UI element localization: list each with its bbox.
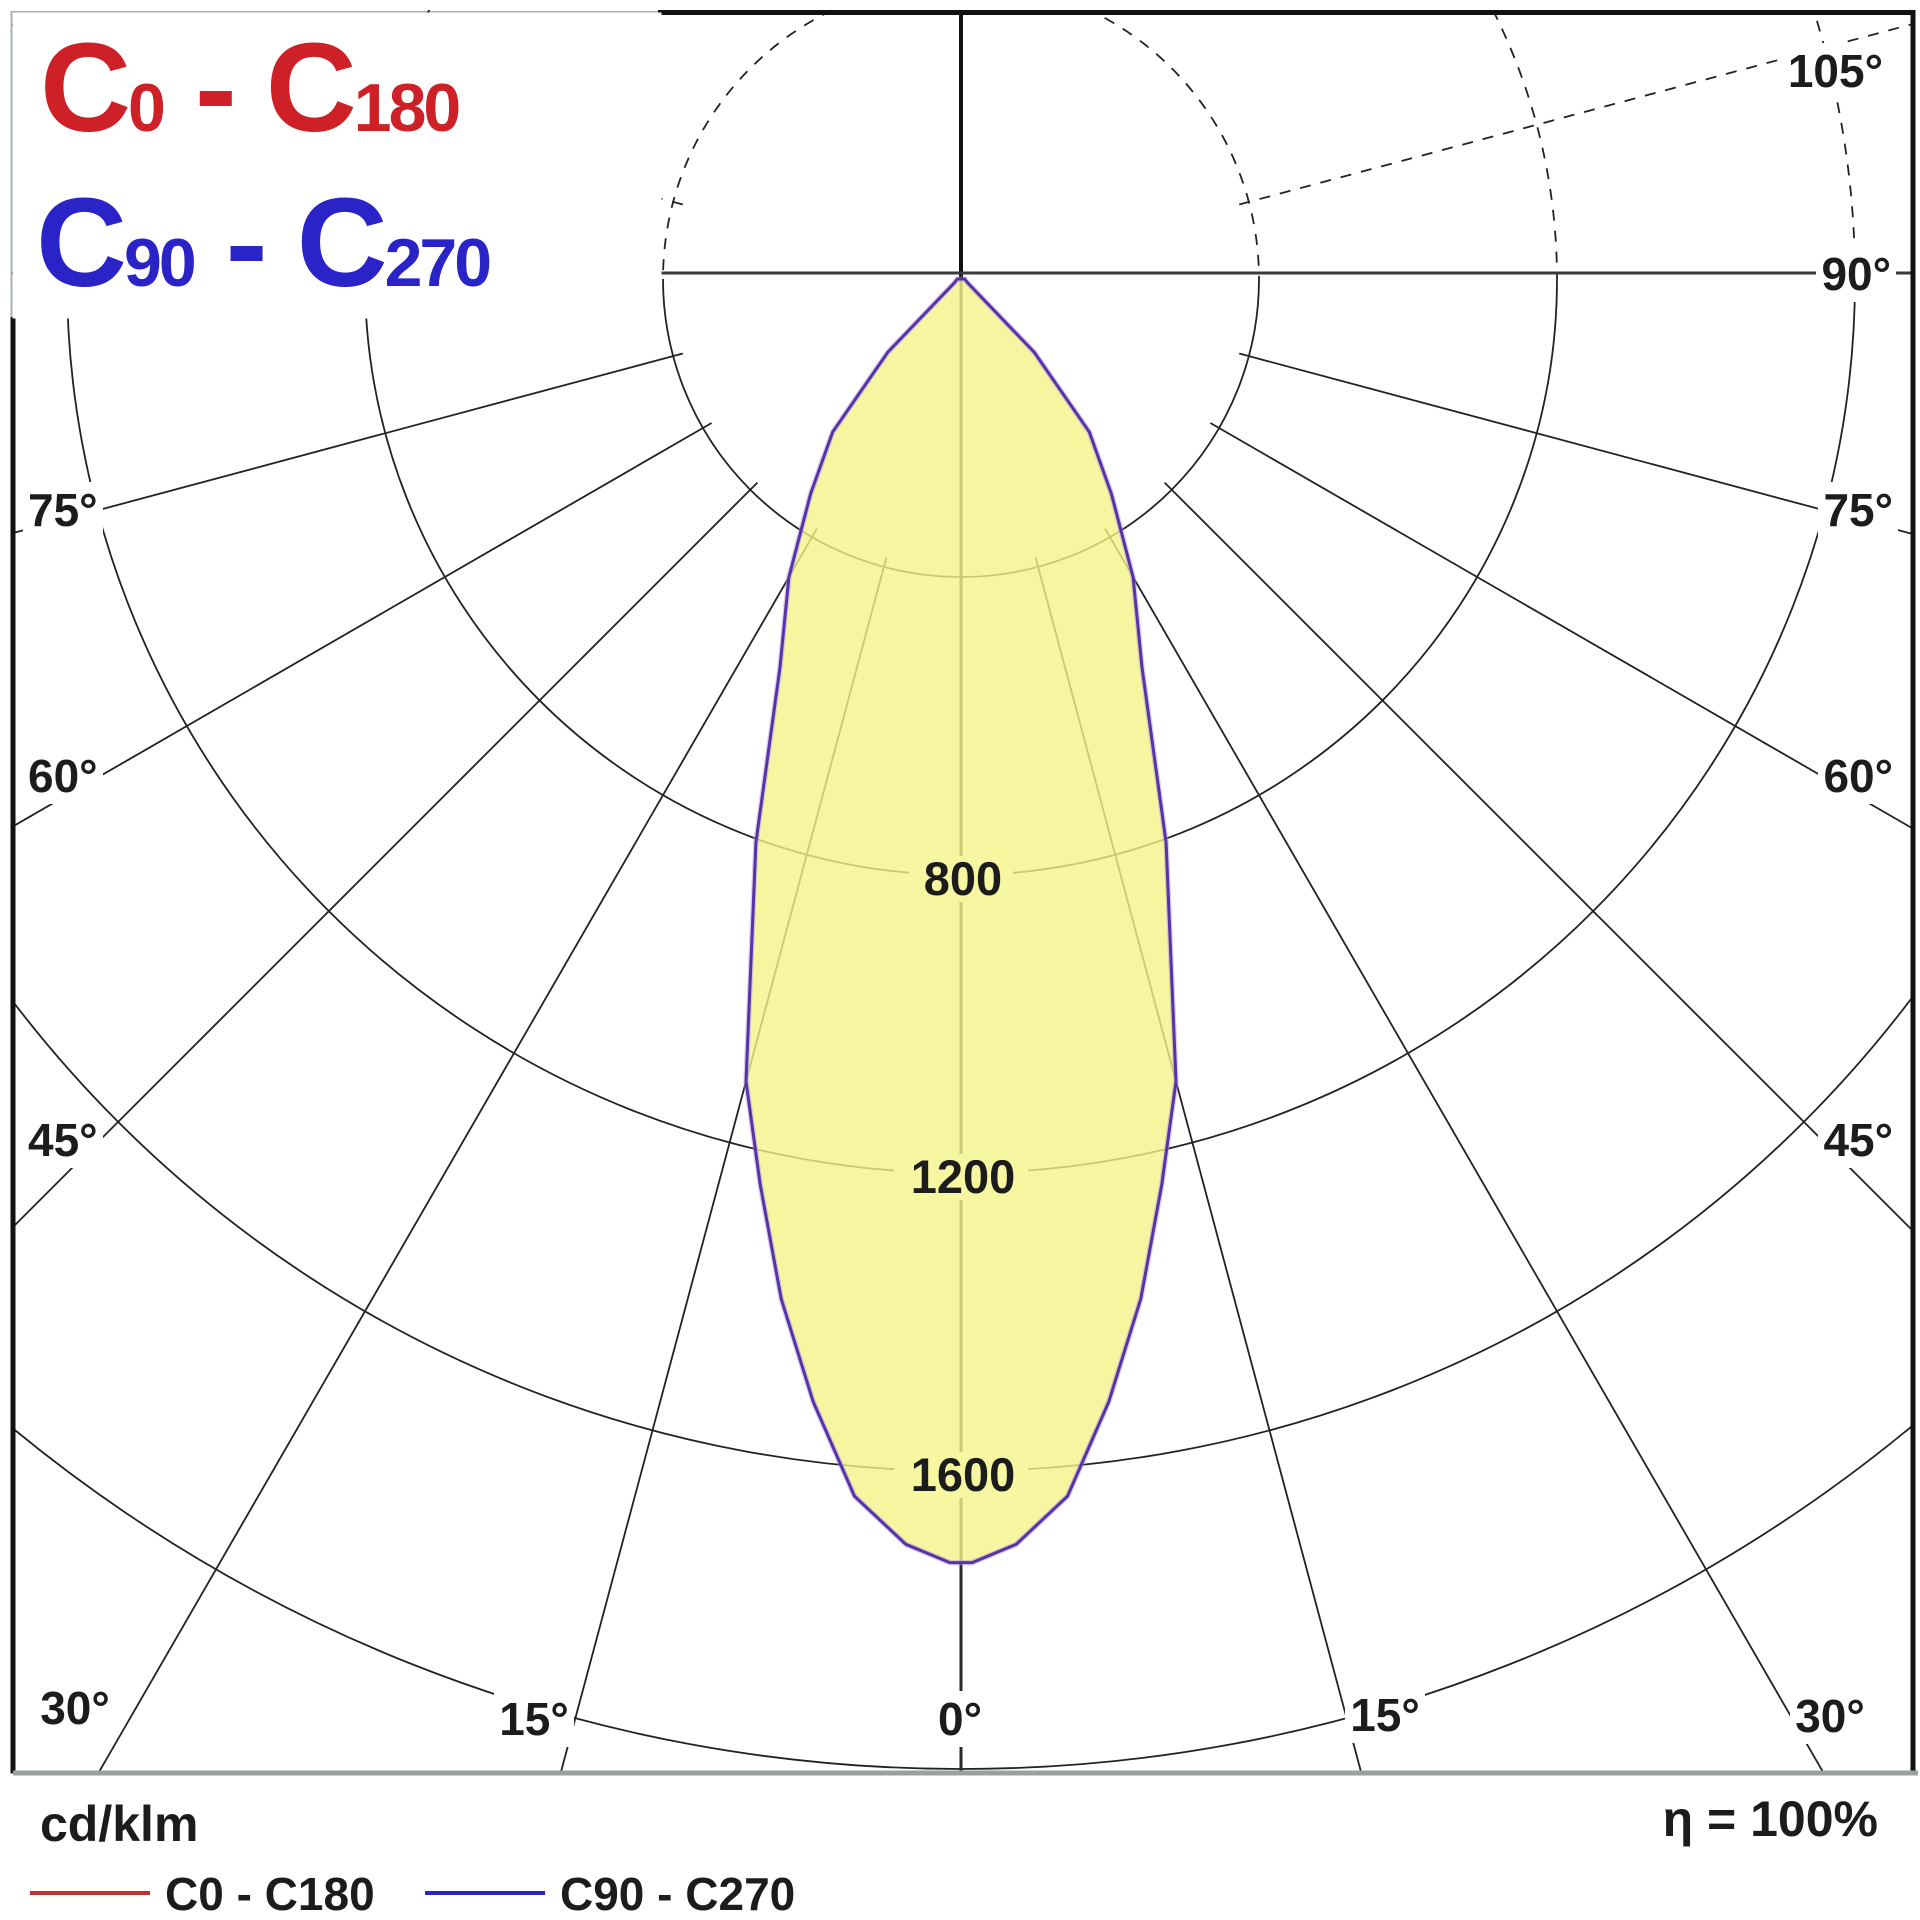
svg-text:30°: 30° bbox=[1795, 1690, 1865, 1742]
svg-text:C0 - C180: C0 - C180 bbox=[165, 1868, 375, 1920]
svg-text:cd/klm: cd/klm bbox=[40, 1796, 198, 1852]
svg-text:45°: 45° bbox=[28, 1114, 98, 1166]
svg-text:60°: 60° bbox=[1823, 750, 1893, 802]
svg-text:75°: 75° bbox=[28, 484, 98, 536]
svg-text:1200: 1200 bbox=[911, 1150, 1016, 1203]
svg-text:C90 - C270: C90 - C270 bbox=[560, 1868, 795, 1920]
svg-text:60°: 60° bbox=[28, 750, 98, 802]
svg-text:30°: 30° bbox=[40, 1682, 110, 1734]
svg-text:90°: 90° bbox=[1821, 248, 1891, 300]
svg-text:η = 100%: η = 100% bbox=[1663, 1791, 1878, 1847]
svg-text:15°: 15° bbox=[1350, 1689, 1420, 1741]
svg-text:75°: 75° bbox=[1823, 484, 1893, 536]
svg-text:45°: 45° bbox=[1823, 1114, 1893, 1166]
svg-text:0°: 0° bbox=[938, 1693, 982, 1745]
svg-text:800: 800 bbox=[924, 852, 1002, 905]
svg-text:105°: 105° bbox=[1788, 45, 1883, 97]
svg-text:1600: 1600 bbox=[911, 1448, 1016, 1501]
svg-text:15°: 15° bbox=[499, 1693, 569, 1745]
